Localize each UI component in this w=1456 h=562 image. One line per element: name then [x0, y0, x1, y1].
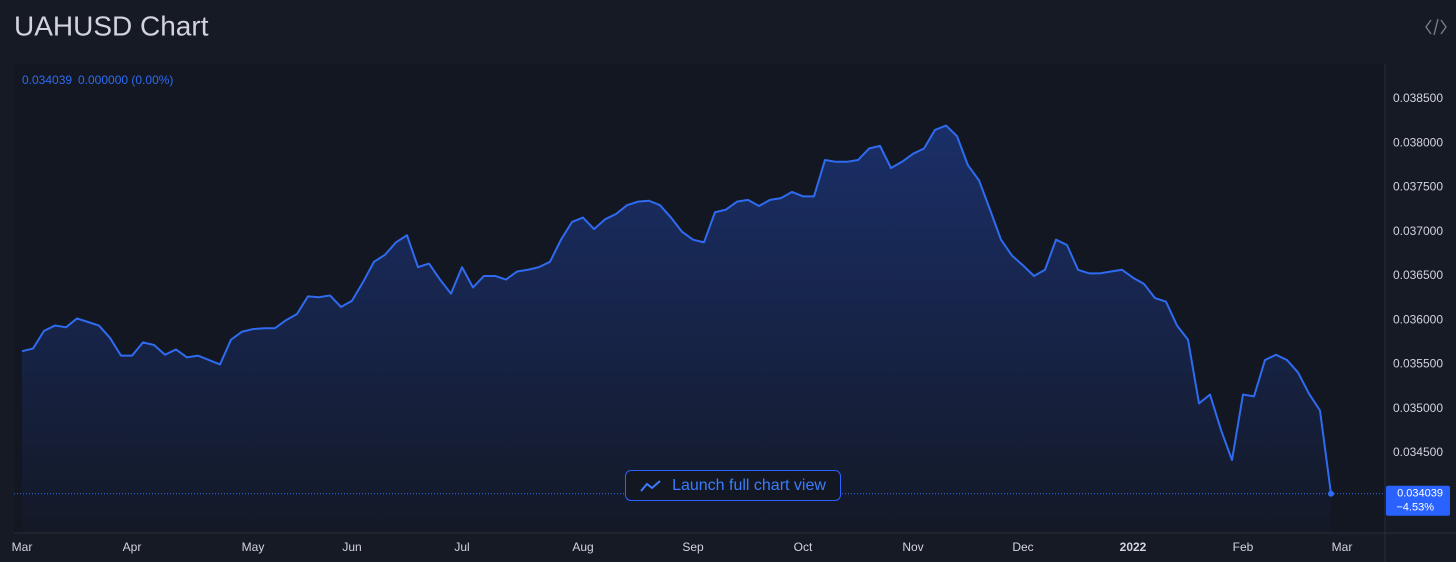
area-fill — [22, 125, 1331, 534]
launch-button-label: Launch full chart view — [672, 476, 826, 494]
y-tick-label: 0.037000 — [1393, 224, 1443, 238]
legend-price: 0.034039 — [22, 73, 72, 87]
x-tick-label: Jul — [454, 540, 469, 554]
x-tick-label: Jun — [342, 540, 361, 554]
last-price-label: 0.034039 — [1397, 488, 1443, 500]
last-price-box — [1386, 485, 1450, 516]
embed-glyph[interactable] — [1425, 18, 1447, 36]
y-tick-label: 0.038500 — [1393, 91, 1443, 105]
x-tick-label: 2022 — [1120, 540, 1147, 554]
x-tick-label: Dec — [1012, 540, 1033, 554]
x-tick-label: Oct — [794, 540, 813, 554]
x-tick-label: Aug — [572, 540, 593, 554]
chart-title: UAHUSD Chart — [14, 10, 209, 41]
y-tick-label: 0.036000 — [1393, 312, 1443, 326]
legend-change: 0.000000 (0.00%) — [78, 73, 173, 87]
x-tick-label: Sep — [682, 540, 704, 554]
button-icon — [640, 479, 661, 492]
y-tick-label: 0.035000 — [1393, 401, 1443, 415]
y-tick-label: 0.035500 — [1393, 357, 1443, 371]
y-tick-label: 0.034500 — [1393, 445, 1443, 459]
x-tick-label: Mar — [12, 540, 33, 554]
embed-icon[interactable] — [1425, 18, 1447, 36]
x-tick-label: May — [242, 540, 265, 554]
x-tick-label: Feb — [1233, 540, 1254, 554]
x-tick-label: Mar — [1332, 540, 1353, 554]
x-tick-label: Nov — [902, 540, 923, 554]
y-tick-label: 0.037500 — [1393, 180, 1443, 194]
last-point — [1328, 490, 1334, 497]
last-price-change: −4.53% — [1396, 502, 1434, 514]
y-tick-label: 0.038000 — [1393, 135, 1443, 149]
y-tick-label: 0.036500 — [1393, 268, 1443, 282]
launch-button[interactable]: Launch full chart view — [625, 470, 841, 501]
price-line — [21, 124, 1332, 494]
x-tick-label: Apr — [123, 540, 142, 554]
